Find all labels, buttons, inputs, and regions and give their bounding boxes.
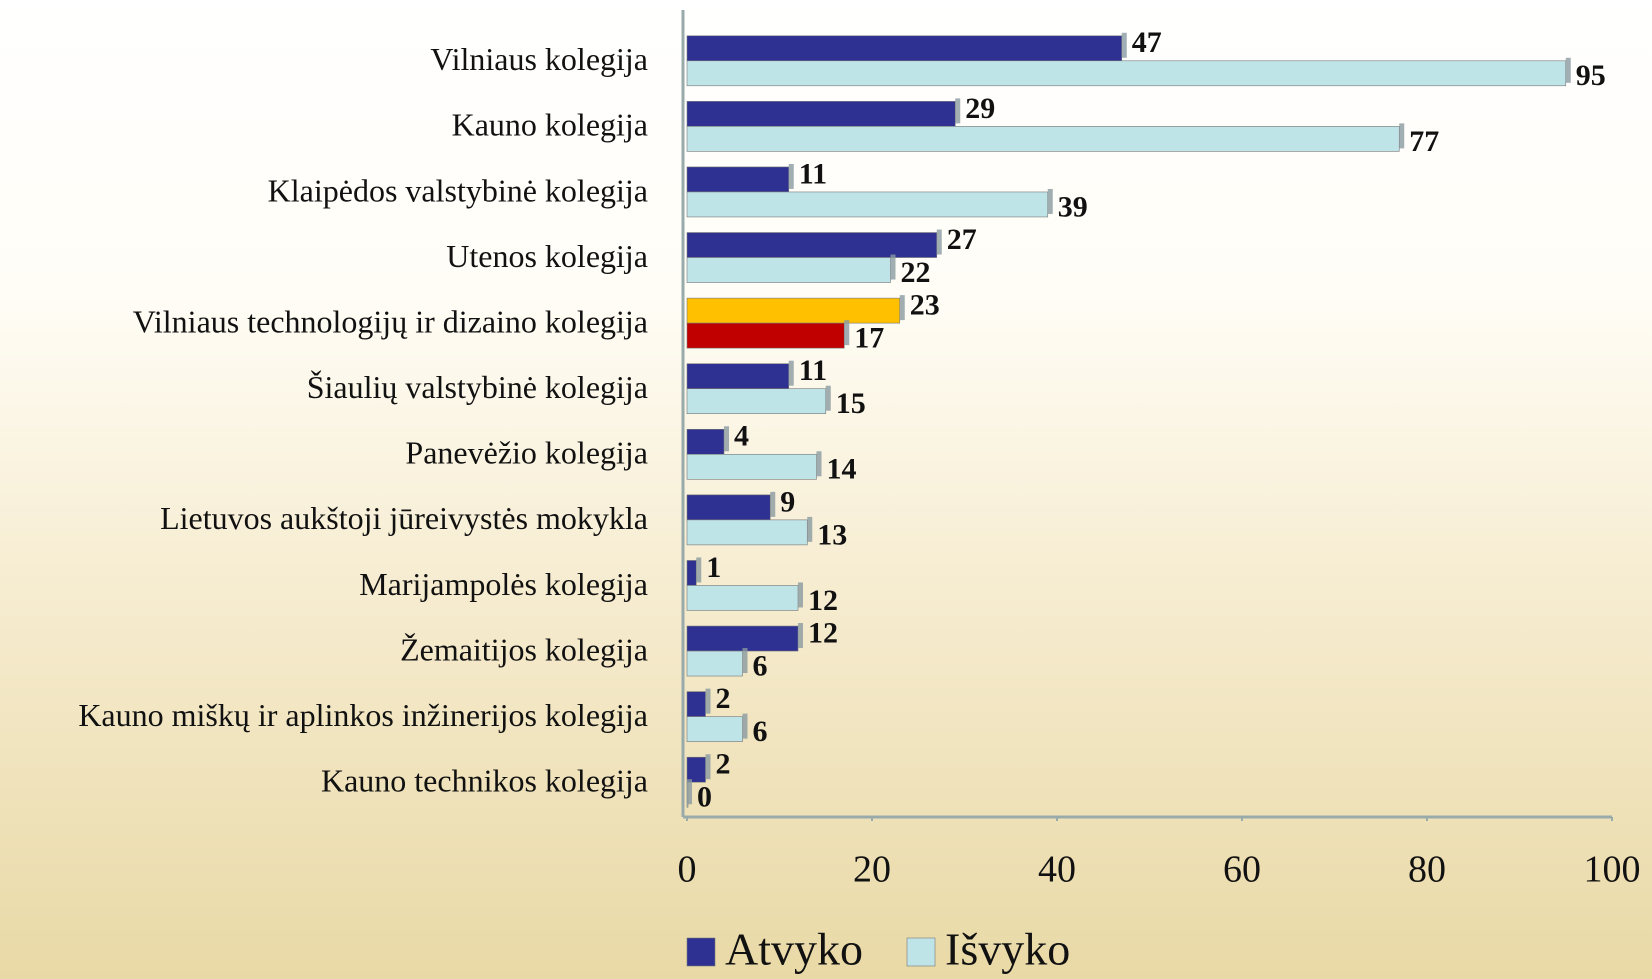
bar (686, 191, 1049, 218)
bar-side (798, 582, 803, 608)
category-label: Kauno kolegija (452, 107, 648, 143)
value-label: 11 (799, 157, 827, 190)
category-label: Panevėžio kolegija (405, 435, 648, 471)
value-label: 29 (965, 92, 995, 125)
bar (686, 126, 1400, 152)
bar (686, 232, 938, 258)
bar-side (936, 229, 942, 255)
value-label: 15 (836, 387, 866, 420)
bar (686, 716, 743, 742)
category-label: Kauno technikos kolegija (321, 763, 648, 799)
value-label: 22 (901, 256, 931, 289)
bar (686, 60, 1567, 87)
legend-label: Atvyko (725, 924, 863, 975)
value-label: 14 (827, 453, 857, 486)
bar-side (899, 295, 905, 321)
value-label: 6 (753, 649, 768, 682)
legend-label: Išvyko (945, 924, 1070, 975)
category-label: Lietuvos aukštoji jūreivystės mokykla (160, 500, 648, 536)
bar (686, 257, 891, 283)
value-label: 27 (947, 223, 977, 256)
category-label: Kauno miškų ir aplinkos inžinerijos kole… (78, 697, 648, 733)
bar (686, 322, 845, 349)
bar (686, 756, 706, 783)
bar-side (844, 320, 850, 346)
value-label: 13 (817, 518, 847, 551)
legend-swatch (686, 937, 716, 967)
bar (686, 494, 771, 521)
x-tick-label: 20 (853, 849, 891, 891)
value-label: 2 (716, 682, 731, 715)
bar (686, 625, 799, 652)
bar-side (742, 713, 748, 739)
category-label: Vilniaus technologijų ir dizaino kolegij… (133, 303, 648, 339)
value-label: 23 (910, 289, 940, 322)
bar-side (1565, 57, 1571, 83)
legend-swatch (906, 937, 936, 967)
bar (686, 519, 808, 546)
value-label: 0 (697, 781, 712, 814)
bar (686, 363, 790, 390)
value-label: 47 (1132, 26, 1162, 59)
bar-side (696, 557, 702, 583)
bar-side (1047, 188, 1053, 214)
value-label: 11 (799, 354, 827, 387)
value-label: 2 (716, 748, 731, 781)
value-label: 39 (1058, 190, 1088, 223)
category-label: Utenos kolegija (446, 238, 648, 274)
bar-side (687, 779, 692, 805)
x-tick-label: 0 (678, 849, 697, 891)
x-tick-label: 40 (1038, 849, 1076, 891)
bar-side (1399, 123, 1405, 149)
value-label: 77 (1409, 125, 1439, 158)
bar-side (1121, 32, 1127, 58)
value-label: 12 (808, 584, 838, 617)
value-label: 17 (854, 322, 884, 355)
category-label: Vilniaus kolegija (430, 41, 648, 77)
bar-side (816, 451, 822, 477)
category-label: Marijampolės kolegija (359, 566, 648, 602)
bar (686, 101, 956, 127)
x-tick-label: 100 (1584, 849, 1641, 891)
value-label: 95 (1576, 59, 1606, 92)
bar (686, 428, 725, 455)
x-tick-label: 60 (1223, 849, 1261, 891)
bar-side (807, 516, 813, 542)
bar-side (890, 254, 896, 280)
bar (686, 35, 1123, 62)
bar-side (705, 688, 711, 714)
bar (686, 297, 901, 324)
bar (686, 560, 697, 586)
bar (686, 453, 817, 480)
bar (686, 585, 799, 611)
bar (686, 691, 706, 717)
value-label: 4 (734, 420, 749, 453)
bar-side (798, 623, 803, 649)
x-tick-label: 80 (1408, 849, 1446, 891)
category-label: Žemaitijos kolegija (400, 631, 648, 667)
value-label: 6 (753, 715, 768, 748)
category-label: Šiaulių valstybinė kolegija (307, 369, 648, 405)
bar-side (724, 426, 729, 452)
bar-side (770, 491, 776, 517)
bar-side (788, 163, 794, 189)
bar (686, 166, 790, 193)
bar-side (825, 385, 831, 411)
category-label: Klaipėdos valstybinė kolegija (268, 172, 648, 208)
bar-side (955, 98, 961, 124)
bar (686, 650, 743, 677)
value-label: 9 (780, 485, 795, 518)
value-label: 12 (808, 616, 838, 649)
bar-side (788, 360, 794, 386)
bar-side (705, 754, 711, 780)
value-label: 1 (706, 551, 721, 584)
bar (686, 388, 827, 415)
bar-side (742, 648, 748, 674)
